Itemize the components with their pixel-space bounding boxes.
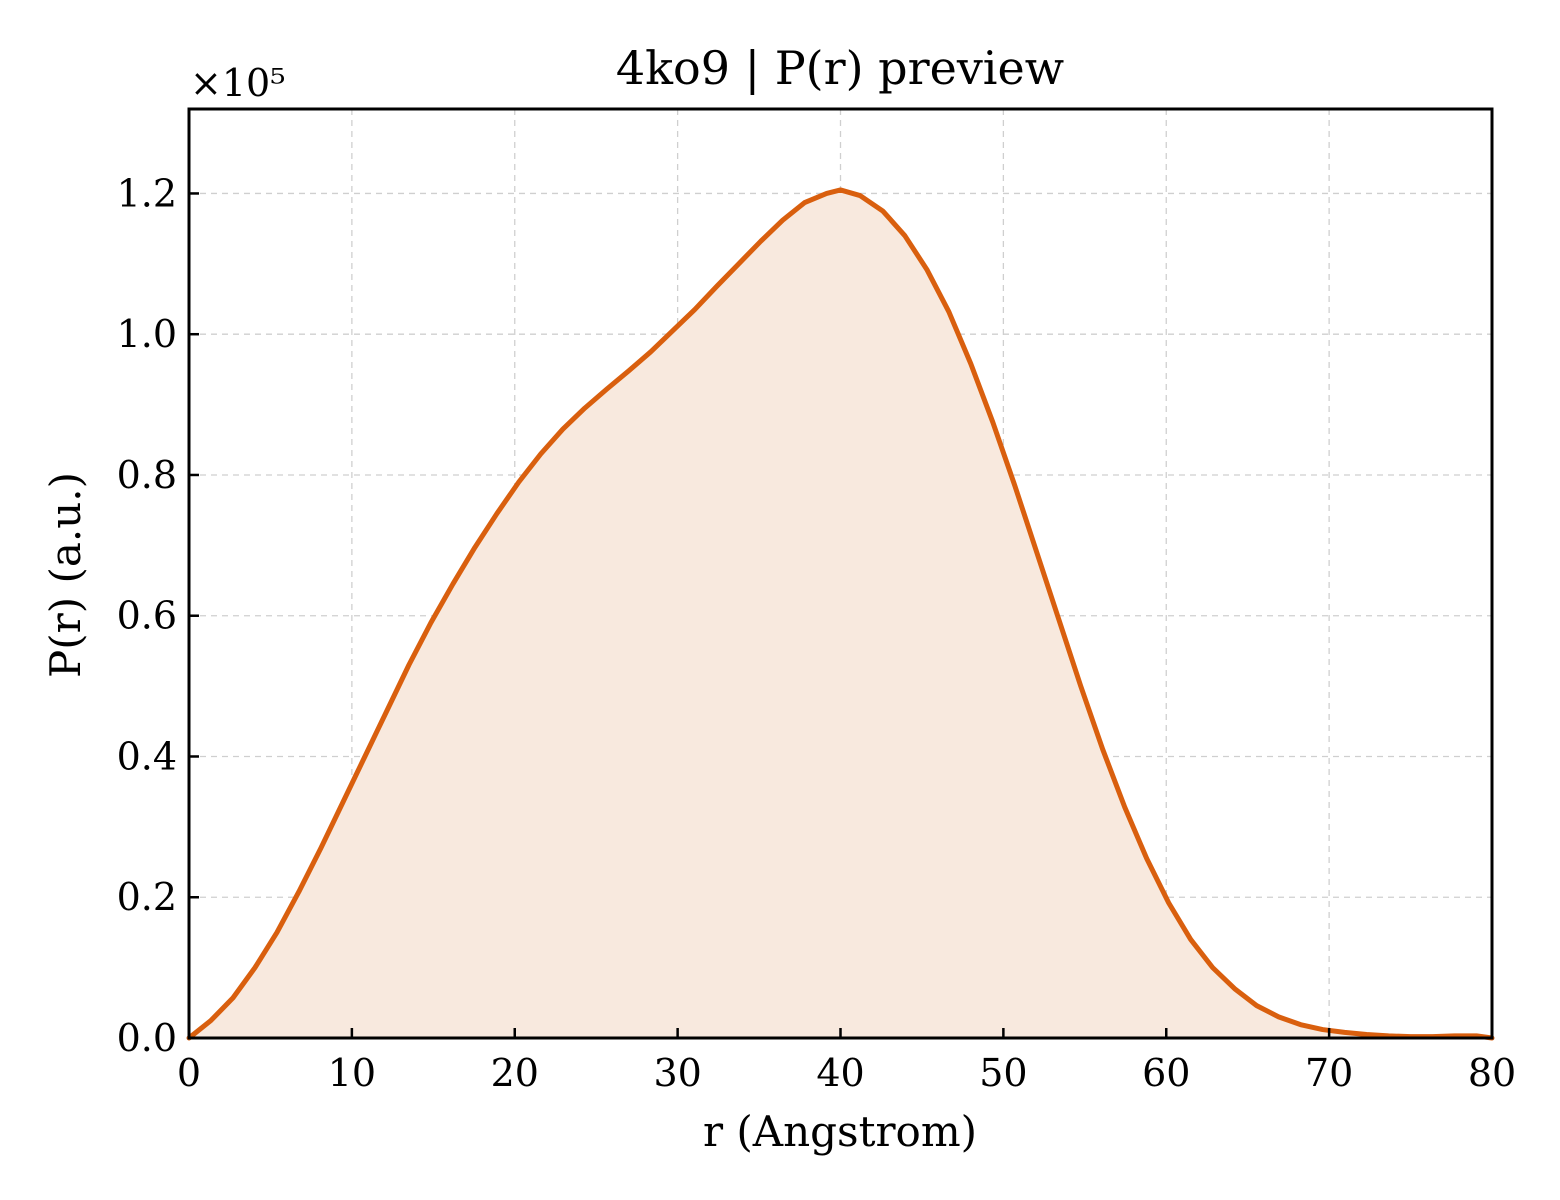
x-tick-label: 30 (653, 1051, 701, 1095)
y-tick-label: 0.4 (117, 734, 177, 778)
x-tick-label: 70 (1305, 1051, 1353, 1095)
x-tick-label: 20 (491, 1051, 539, 1095)
x-tick-label: 10 (328, 1051, 376, 1095)
x-tick-label: 0 (177, 1051, 201, 1095)
y-tick-label: 0.6 (117, 594, 177, 638)
x-tick-label: 40 (816, 1051, 864, 1095)
y-offset-label: ×10⁵ (190, 61, 285, 105)
x-tick-label: 50 (979, 1051, 1027, 1095)
ticks: 0 10 20 30 40 50 60 70 80 0.0 0.2 0.4 0.6 0.8 1.0 1.2 (117, 171, 1517, 1095)
y-axis-title: P(r) (a.u.) (41, 472, 90, 678)
y-tick-label: 1.0 (117, 312, 177, 356)
area-fill (189, 189, 1492, 1038)
chart-title: 4ko9 | P(r) preview (616, 41, 1064, 95)
y-tick-label: 0.0 (117, 1016, 177, 1060)
y-tick-label: 0.8 (117, 453, 177, 497)
y-tick-label: 1.2 (117, 171, 177, 215)
series-line (186, 187, 1495, 1041)
y-tick-label: 0.2 (117, 875, 177, 919)
x-tick-label: 60 (1142, 1051, 1190, 1095)
x-tick-label: 80 (1468, 1051, 1516, 1095)
x-axis-title: r (Angstrom) (703, 1107, 977, 1156)
